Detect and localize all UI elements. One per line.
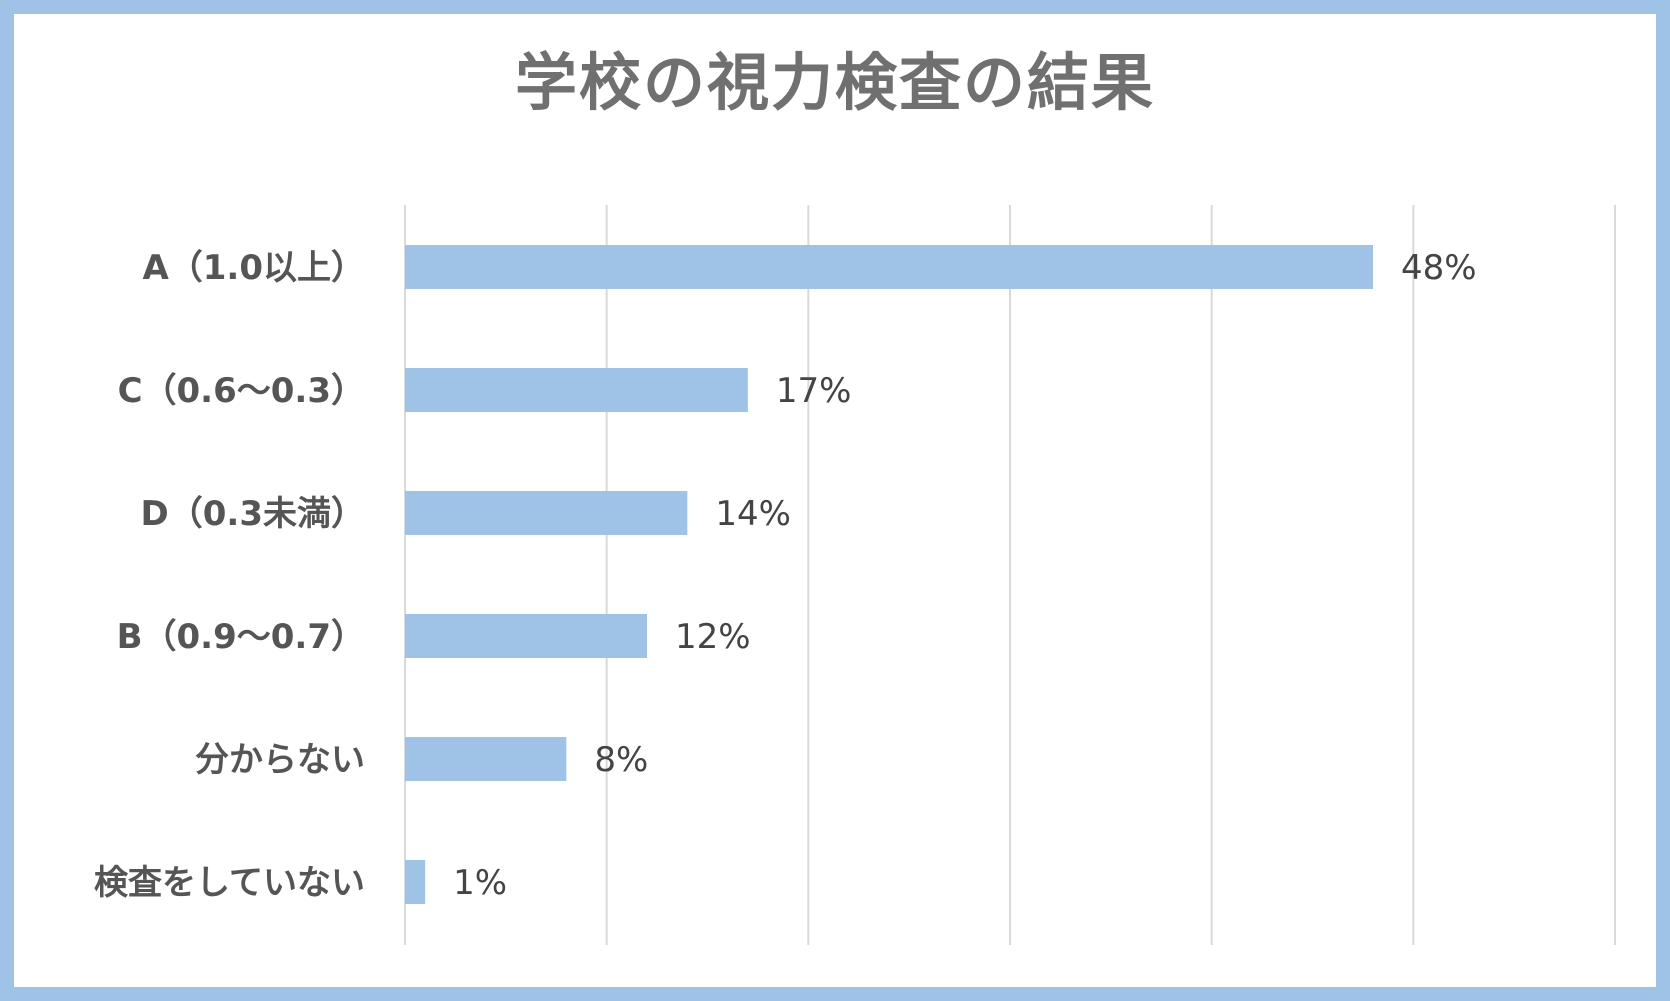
category-label: B（0.9〜0.7） [117, 617, 365, 657]
data-label: 48% [1401, 248, 1477, 288]
data-label: 8% [594, 740, 648, 780]
bar [405, 245, 1373, 289]
bar [405, 491, 688, 535]
data-label: 14% [715, 494, 791, 534]
bar [405, 860, 426, 904]
data-label: 1% [453, 863, 507, 903]
bar [405, 737, 567, 781]
category-label: A（1.0以上） [142, 248, 365, 288]
bar [405, 614, 647, 658]
data-label: 17% [776, 371, 852, 411]
category-label: 検査をしていない [94, 863, 365, 903]
category-label: C（0.6〜0.3） [118, 371, 365, 411]
category-label: D（0.3未満） [141, 494, 365, 534]
category-label: 分からない [195, 740, 365, 780]
chart-title: 学校の視力検査の結果 [514, 46, 1155, 119]
bar [405, 368, 748, 412]
data-label: 12% [675, 617, 751, 657]
